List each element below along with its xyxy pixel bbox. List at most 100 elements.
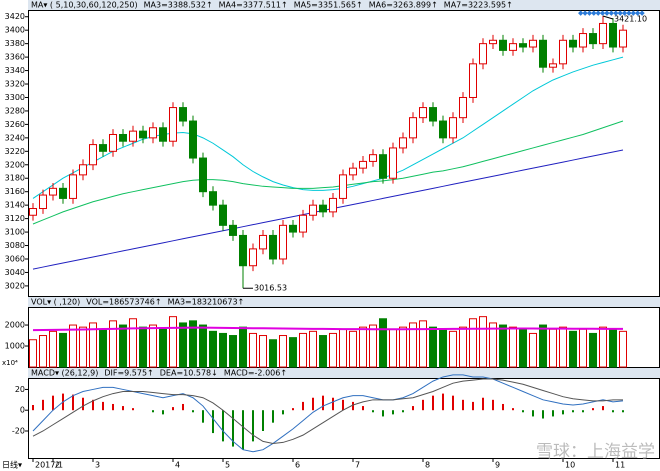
price-tick-label: 3200 xyxy=(5,160,25,169)
volume-bar xyxy=(319,335,327,368)
volume-bar xyxy=(119,324,127,368)
macd-tick-label: -20 xyxy=(12,426,25,435)
candle-body xyxy=(509,43,517,51)
candle-body xyxy=(379,154,387,179)
candle-body xyxy=(249,248,257,267)
volume-bar xyxy=(89,322,97,368)
volume-bar xyxy=(539,324,547,368)
volume-bar xyxy=(619,330,627,368)
volume-bar xyxy=(99,328,107,368)
volume-bar xyxy=(529,332,537,368)
header-item: VOL▾ ( ,120) xyxy=(31,298,80,307)
volume-bar xyxy=(129,318,137,368)
header-item: MA3=3388.532↑ xyxy=(144,1,213,10)
price-tick-label: 3080 xyxy=(5,241,25,250)
price-tick-label: 3360 xyxy=(5,53,25,62)
candle-body xyxy=(619,29,627,48)
volume-bar xyxy=(589,332,597,368)
price-tick-label: 3400 xyxy=(5,26,25,35)
candle-body xyxy=(199,157,207,193)
volume-bar xyxy=(489,322,497,368)
volume-bar xyxy=(449,330,457,368)
candle-body xyxy=(429,107,437,122)
header-item: MA▾ ( 5,10,30,60,120,250) xyxy=(31,1,138,10)
price-tick-label: 3340 xyxy=(5,66,25,75)
volume-bar xyxy=(309,330,317,368)
candle-body xyxy=(529,39,537,48)
dea-line xyxy=(32,378,623,444)
volume-bar xyxy=(209,330,217,368)
price-tick-label: 3160 xyxy=(5,187,25,196)
extreme-leader xyxy=(602,15,614,20)
header-item: MACD=-2.006↑ xyxy=(224,369,287,378)
header-item: MA6=3263.899↑ xyxy=(369,1,438,10)
candle-body xyxy=(469,63,477,98)
watermark: 雪球：上海益学 xyxy=(536,442,655,462)
candle-body xyxy=(419,107,427,119)
ma-line xyxy=(32,149,624,270)
candle-body xyxy=(569,39,577,48)
volume-bar xyxy=(609,328,617,368)
volume-bar xyxy=(199,324,207,368)
volume-bar xyxy=(279,335,287,368)
candle-body xyxy=(559,39,567,65)
date-label: 10 xyxy=(565,461,575,470)
date-label: 5 xyxy=(225,461,230,470)
candle-body xyxy=(229,224,237,236)
date-label: 11 xyxy=(615,461,625,470)
volume-bar xyxy=(399,326,407,368)
price-tick-label: 3140 xyxy=(5,201,25,210)
candle-body xyxy=(159,127,167,142)
candle-body xyxy=(599,22,607,45)
price-tick-label: 3420 xyxy=(5,12,25,21)
main-header-bar xyxy=(28,0,660,10)
candle-body xyxy=(299,214,307,233)
period-label[interactable]: 日线▾ xyxy=(2,460,22,470)
candle-body xyxy=(319,204,327,213)
candle-body xyxy=(179,107,187,122)
candle-body xyxy=(339,174,347,199)
volume-bar xyxy=(559,326,567,368)
candle-body xyxy=(49,187,57,196)
volume-bar xyxy=(109,320,117,368)
volume-bar xyxy=(369,324,377,368)
volume-bar xyxy=(59,332,67,368)
candle-body xyxy=(109,133,117,152)
volume-bar xyxy=(339,328,347,368)
date-label: 2017/1 xyxy=(35,461,63,470)
volume-bar xyxy=(79,326,87,368)
candle-body xyxy=(279,224,287,260)
volume-bar xyxy=(289,337,297,368)
vol-unit: x10⁴ xyxy=(2,359,18,367)
candle-body xyxy=(449,117,457,139)
candle-body xyxy=(259,234,267,250)
price-tick-label: 3380 xyxy=(5,39,25,48)
candle-body xyxy=(169,107,177,142)
price-tick-label: 3240 xyxy=(5,133,25,142)
volume-bar xyxy=(29,339,37,368)
volume-bar xyxy=(269,339,277,368)
candle-body xyxy=(29,208,37,216)
price-tick-label: 3260 xyxy=(5,120,25,129)
price-tick-label: 3100 xyxy=(5,228,25,237)
header-item: DEA=10.578↓ xyxy=(160,369,218,378)
candle-body xyxy=(519,43,527,48)
candle-body xyxy=(59,187,67,199)
candle-body xyxy=(289,224,297,233)
candle-body xyxy=(389,147,397,179)
candle-body xyxy=(589,33,597,45)
date-label: 8 xyxy=(425,461,430,470)
candle-body xyxy=(189,120,197,159)
candle-body xyxy=(99,144,107,152)
header-item: VOL=186573746↑ xyxy=(86,298,161,307)
header-item: MA7=3223.595↑ xyxy=(444,1,513,10)
candle-body xyxy=(239,234,247,267)
extreme-label: 3016.53 xyxy=(254,284,287,293)
candle-body xyxy=(269,234,277,260)
diamond-markers: ◆◆◆◆◆◆◆◆◆◆◆◆◆◆◆ xyxy=(578,9,645,17)
volume-bar xyxy=(389,328,397,368)
volume-bar xyxy=(169,316,177,368)
volume-bar xyxy=(499,324,507,368)
